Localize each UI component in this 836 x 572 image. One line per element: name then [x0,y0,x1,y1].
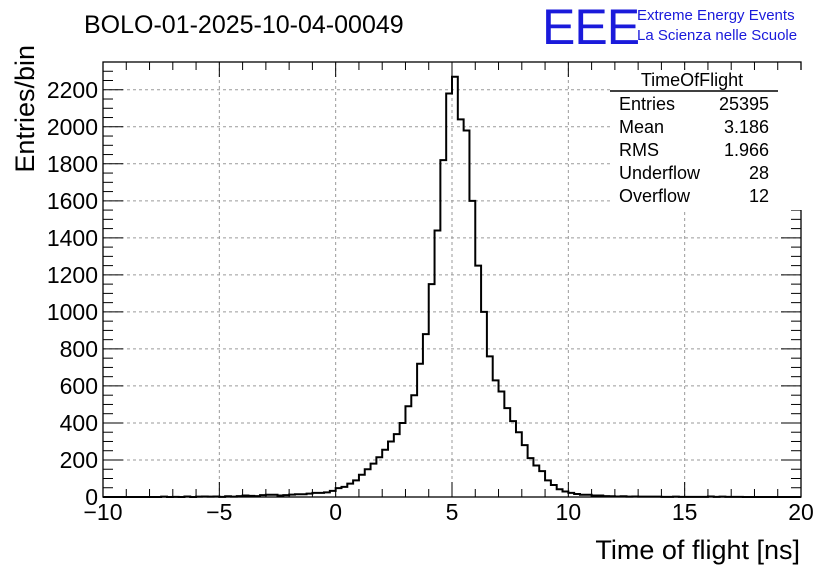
y-tick-label: 0 [85,484,98,510]
y-tick-label: 2000 [47,114,98,140]
chart-title: BOLO-01-2025-10-04-00049 [84,11,404,39]
y-tick-label: 1200 [47,262,98,288]
stat-label-underflow: Underflow [619,163,701,183]
stat-label-mean: Mean [619,117,664,137]
y-tick-label: 600 [60,373,98,399]
stat-value-entries: 25395 [719,94,769,114]
y-tick-label: 1600 [47,188,98,214]
x-tick-label: 10 [556,499,582,525]
x-tick-label: 5 [446,499,459,525]
stat-value-rms: 1.966 [724,140,769,160]
x-tick-label: 0 [329,499,342,525]
stat-value-underflow: 28 [749,163,769,183]
y-tick-label: 1000 [47,299,98,325]
stat-label-entries: Entries [619,94,675,114]
y-tick-label: 800 [60,336,98,362]
y-tick-labels: 0 200 400 600 800 1000 1200 1400 1600 1800 2000 220… [47,77,98,510]
y-axis-title: Entries/bin [10,45,40,173]
x-tick-label: 15 [672,499,698,525]
x-tick-label: 20 [788,499,814,525]
x-tick-labels: −10 −5 0 5 10 15 20 [83,499,813,525]
y-tick-label: 2200 [47,77,98,103]
stat-value-mean: 3.186 [724,117,769,137]
logo-line-2: La Scienza nelle Scuole [637,27,797,44]
x-tick-label: −5 [206,499,232,525]
stats-box-background [610,70,802,210]
stat-label-rms: RMS [619,140,659,160]
stats-box: TimeOfFlight Entries 25395 Mean 3.186 RM… [610,70,802,210]
y-tick-label: 200 [60,447,98,473]
x-axis-title: Time of flight [ns] [595,535,800,565]
y-tick-label: 400 [60,410,98,436]
logo-line-1: Extreme Energy Events [637,7,795,24]
y-tick-label: 1400 [47,225,98,251]
stats-box-name: TimeOfFlight [641,70,743,90]
eee-logo-mark: EEE [542,0,639,55]
x-tick-label: −10 [83,499,122,525]
plot-frame [102,61,802,498]
stat-label-overflow: Overflow [619,186,691,206]
stat-value-overflow: 12 [749,186,769,206]
y-tick-label: 1800 [47,151,98,177]
eee-logo: EEE Extreme Energy Events La Scienza nel… [542,0,797,55]
